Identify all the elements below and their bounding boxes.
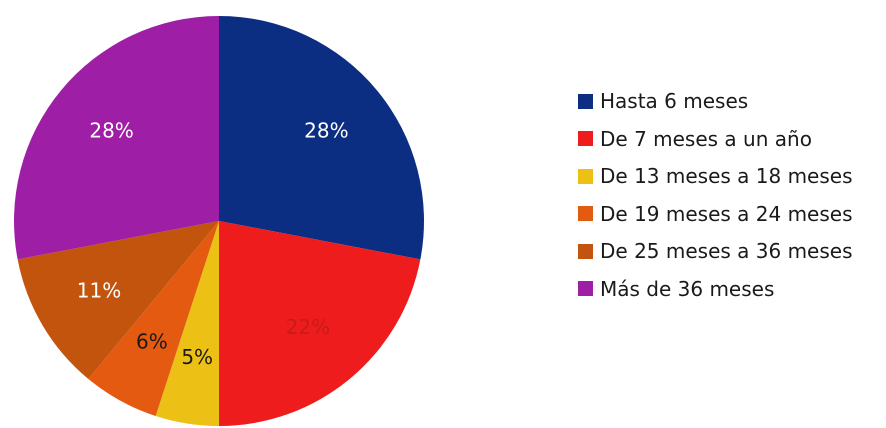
pie-slice-de-19-meses-a-24-meses — [88, 221, 219, 416]
legend-item-de-19-a-24-meses: De 19 meses a 24 meses — [578, 201, 853, 227]
legend-label: Hasta 6 meses — [600, 89, 749, 113]
legend-swatch — [578, 243, 593, 259]
legend-label: De 7 meses a un año — [600, 126, 812, 151]
legend-item-mas-de-36-meses: Más de 36 meses — [578, 276, 853, 302]
legend-item-hasta-6-meses: Hasta 6 meses — [578, 88, 853, 114]
legend-label: De 25 meses a 36 meses — [600, 239, 853, 263]
legend-item-de-7-meses-a-un-ano: De 7 meses a un año — [578, 126, 853, 152]
legend-swatch — [578, 168, 593, 184]
legend-swatch — [578, 93, 593, 109]
legend-label: De 19 meses a 24 meses — [600, 201, 853, 226]
slice-label-de-7-meses-a-un-ano: 22% — [286, 315, 330, 339]
legend-label: Más de 36 meses — [600, 276, 775, 301]
pie-slice-hasta-6-meses — [219, 16, 424, 260]
slice-label-mas-de-36-meses: 28% — [89, 119, 133, 143]
pie-slice-de-13-meses-a-18-meses — [155, 221, 219, 426]
legend-swatch — [578, 281, 593, 296]
slice-label-de-13-meses-a-18-meses: 5% — [181, 345, 213, 369]
legend: Hasta 6 meses De 7 meses a un año De 13 … — [578, 88, 853, 302]
pie-slice-de-25-meses-a-36-meses — [17, 221, 219, 379]
pie-slice-mas-de-36-meses — [13, 16, 220, 260]
slice-label-hasta-6-meses: 28% — [304, 119, 348, 143]
slice-label-de-25-meses-a-36-meses: 11% — [77, 278, 121, 302]
legend-label: De 13 meses a 18 meses — [600, 164, 853, 188]
legend-item-de-25-a-36-meses: De 25 meses a 36 meses — [578, 238, 853, 264]
slice-label-de-19-meses-a-24-meses: 6% — [136, 330, 168, 354]
pie-slice-de-7-meses-a-un-ano — [219, 221, 421, 426]
legend-swatch — [578, 131, 593, 146]
legend-item-de-13-a-18-meses: De 13 meses a 18 meses — [578, 163, 853, 189]
legend-swatch — [578, 206, 593, 221]
